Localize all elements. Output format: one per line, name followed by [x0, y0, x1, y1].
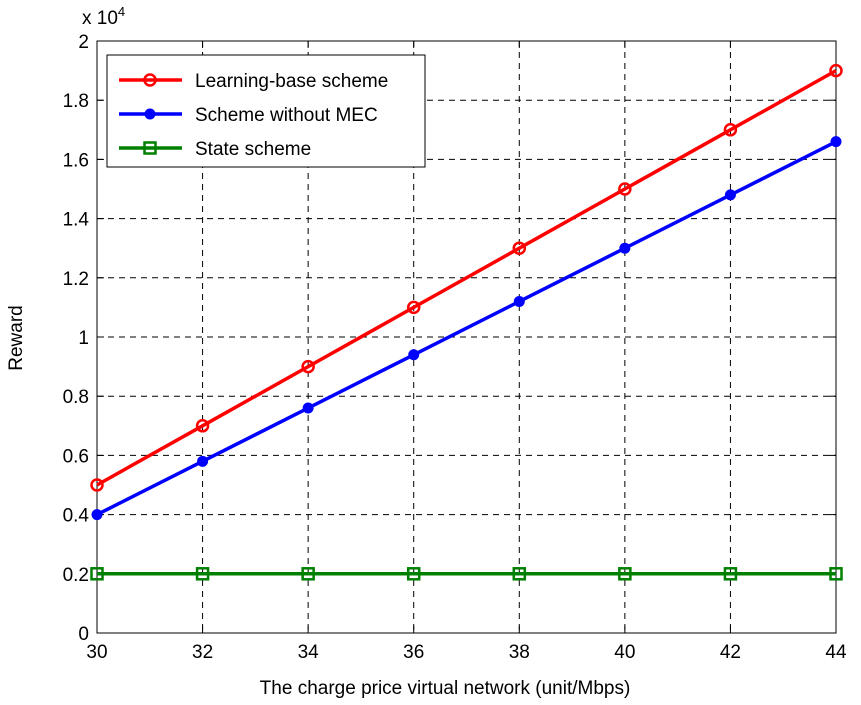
- data-point: [830, 136, 842, 148]
- data-point: [723, 123, 738, 137]
- data-point: [512, 241, 527, 255]
- data-point: [195, 419, 210, 433]
- legend-marker: [143, 141, 157, 155]
- data-point: [195, 567, 210, 581]
- x-tick-label: 30: [86, 642, 107, 663]
- legend-marker: [144, 108, 156, 120]
- x-tick-label: 34: [298, 642, 320, 663]
- series-layer: [90, 63, 843, 581]
- y-tick-label: 0.2: [63, 565, 89, 586]
- data-point: [302, 402, 314, 414]
- x-tick-label: 32: [192, 642, 213, 663]
- legend-item: State scheme: [119, 139, 311, 160]
- legend-item: Learning-base scheme: [119, 71, 388, 92]
- legend-label: Scheme without MEC: [195, 105, 378, 126]
- x-tick-label: 38: [509, 642, 530, 663]
- data-point: [513, 295, 525, 307]
- legend-label: Learning-base scheme: [195, 71, 388, 92]
- x-tick-label: 42: [720, 642, 741, 663]
- data-point: [90, 478, 104, 492]
- data-point: [406, 567, 421, 581]
- x-tick-label: 36: [403, 642, 424, 663]
- legend-label: State scheme: [195, 139, 311, 160]
- y-tick-label: 1.4: [63, 210, 90, 231]
- legend: Learning-base scheme Scheme without MEC St…: [106, 54, 426, 168]
- y-tick-label: 0: [78, 624, 89, 645]
- data-point: [724, 189, 736, 201]
- data-point: [619, 242, 631, 254]
- data-point: [829, 567, 843, 581]
- y-tick-label: 0.4: [63, 506, 90, 527]
- y-multiplier: x 104: [82, 4, 125, 29]
- y-tick-label: 1.6: [63, 150, 89, 171]
- series-2: [91, 136, 842, 521]
- data-point: [829, 63, 843, 78]
- data-point: [618, 182, 632, 196]
- y-tick-label: 0.6: [63, 446, 89, 467]
- data-point: [618, 567, 632, 581]
- series-3: [90, 567, 843, 581]
- y-axis-label: Reward: [6, 305, 27, 370]
- x-axis-label: The charge price virtual network (unit/M…: [260, 678, 631, 699]
- data-point: [406, 300, 421, 315]
- y-tick-label: 1.2: [63, 269, 89, 290]
- data-point: [301, 567, 315, 581]
- data-point: [197, 455, 209, 467]
- legend-marker: [143, 73, 157, 87]
- y-tick-label: 1.8: [63, 91, 89, 112]
- data-point: [91, 509, 103, 521]
- x-tick-label: 44: [825, 642, 847, 663]
- data-point: [301, 359, 315, 374]
- x-tick-label: 40: [614, 642, 635, 663]
- y-tick-label: 2: [78, 32, 89, 53]
- data-point: [408, 349, 420, 361]
- series-line: [96, 140, 837, 517]
- y-tick-label: 1: [78, 328, 89, 349]
- legend-item: Scheme without MEC: [119, 105, 378, 126]
- axis-ticks: 30 32 34 36 38 40 42 44 0 0.2 0.4 0.6 0.8 1 1.2 1.4 1.6 1…: [63, 32, 847, 663]
- data-point: [512, 567, 527, 581]
- series-line: [96, 69, 837, 487]
- data-point: [723, 567, 738, 581]
- series-1: [90, 63, 843, 492]
- data-point: [90, 567, 104, 581]
- y-tick-label: 0.8: [63, 387, 89, 408]
